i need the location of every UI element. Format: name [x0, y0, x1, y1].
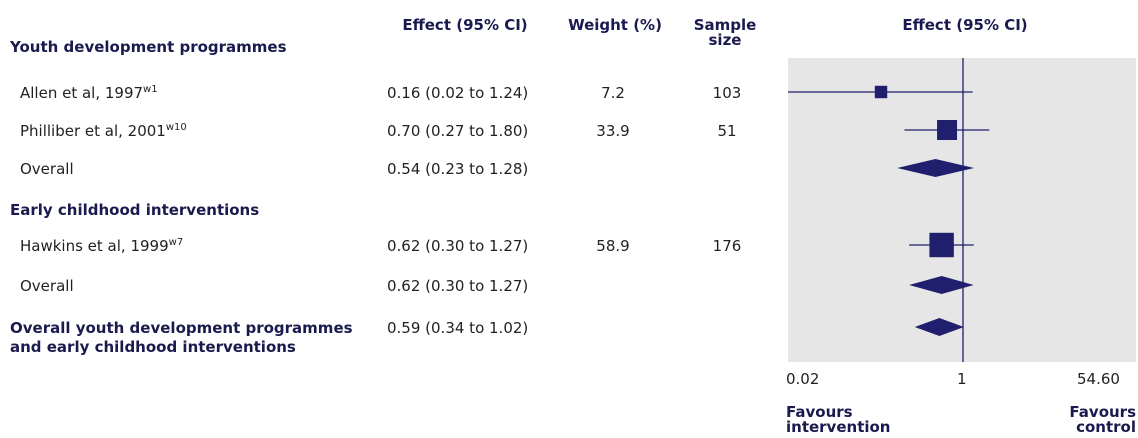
axis-tick-label-max: 54.60 [1077, 370, 1120, 388]
effect-value-overall-early: 0.62 (0.30 to 1.27) [387, 277, 529, 295]
effect-value-philliber: 0.70 (0.27 to 1.80) [387, 122, 529, 140]
weight-value-hawkins: 58.9 [596, 237, 630, 255]
point-estimate-marker [929, 232, 954, 258]
weight-value-philliber: 33.9 [596, 122, 630, 140]
overall-label-early: Overall [20, 277, 74, 295]
sample-value-allen: 103 [712, 84, 742, 102]
summary-diamond [897, 159, 975, 177]
study-label-hawkins: Hawkins et al, 1999w7 [20, 237, 184, 255]
favours-intervention-line2: intervention [786, 418, 891, 436]
overall-combined-line1: Overall youth development programmes [10, 319, 353, 337]
effect-value-overall-youth: 0.54 (0.23 to 1.28) [387, 160, 529, 178]
section-youth-development: Youth development programmes [10, 38, 287, 56]
axis-tick-label-one: 1 [957, 370, 967, 388]
point-estimate-marker [937, 120, 958, 140]
favours-intervention-line1: Favours [786, 403, 853, 421]
sample-value-philliber: 51 [717, 122, 737, 140]
summary-diamond [914, 318, 964, 336]
favours-control-label: Favours control [1069, 405, 1136, 435]
overall-label-youth: Overall [20, 160, 74, 178]
axis-tick-label-min: 0.02 [786, 370, 820, 388]
sample-header-line1: Sample [693, 16, 757, 34]
effect-column-header: Effect (95% CI) [402, 16, 528, 34]
study-label-allen: Allen et al, 1997w1 [20, 84, 158, 102]
point-estimate-marker [874, 85, 888, 99]
effect-value-hawkins: 0.62 (0.30 to 1.27) [387, 237, 529, 255]
effect-value-overall-combined: 0.59 (0.34 to 1.02) [387, 319, 529, 337]
favours-control-line2: control [1076, 418, 1136, 436]
sample-size-column-header: Sample size [690, 18, 760, 48]
section-early-childhood: Early childhood interventions [10, 201, 260, 219]
sample-value-hawkins: 176 [712, 237, 742, 255]
weight-column-header: Weight (%) [568, 16, 662, 34]
favours-intervention-label: Favours intervention [786, 405, 891, 435]
plot-panel [788, 58, 1136, 362]
favours-control-line1: Favours [1069, 403, 1136, 421]
section-overall-combined: Overall youth development programmes and… [10, 319, 353, 357]
overall-combined-line2: and early childhood interventions [10, 338, 296, 356]
summary-diamond [909, 276, 974, 294]
weight-value-allen: 7.2 [601, 84, 625, 102]
study-label-philliber: Philliber et al, 2001w10 [20, 122, 187, 140]
effect-value-allen: 0.16 (0.02 to 1.24) [387, 84, 529, 102]
sample-header-line2: size [708, 31, 742, 49]
plot-column-header: Effect (95% CI) [902, 16, 1028, 34]
